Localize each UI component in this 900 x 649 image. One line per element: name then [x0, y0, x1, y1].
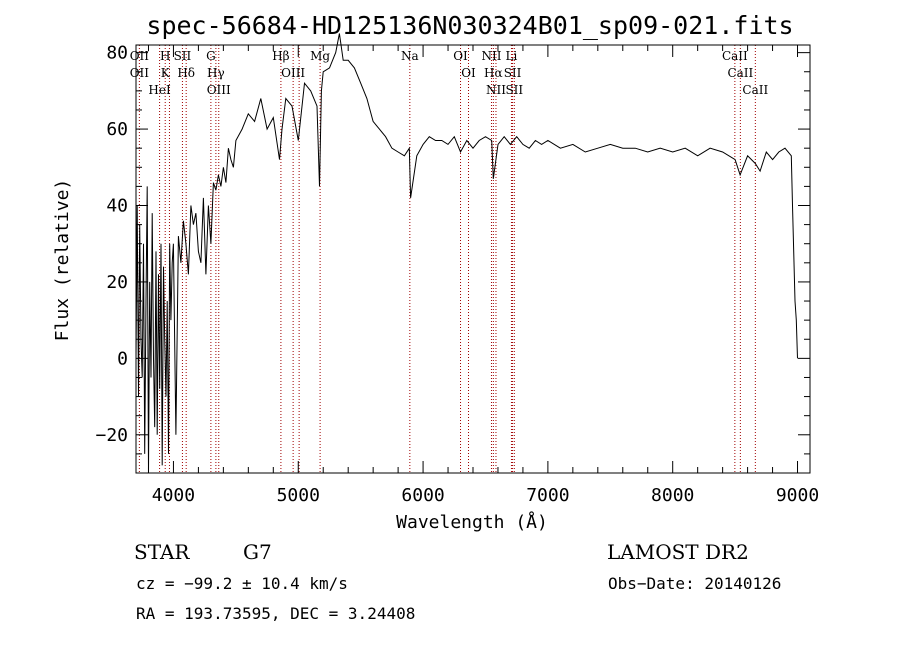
observation-date: Obs−Date: 20140126	[608, 574, 781, 593]
axis-tick-labels: 4000 5000 6000 7000 8000 9000 −20 0 20 40 60 80	[95, 43, 819, 506]
line-marker-label: OI	[453, 49, 468, 63]
plot-frame	[135, 44, 811, 474]
line-marker-label: CaII	[722, 49, 748, 63]
x-tick-label: 8000	[651, 485, 694, 506]
line-markers	[138, 45, 756, 473]
line-marker-label: SII	[174, 49, 192, 63]
coordinates: RA = 193.73595, DEC = 3.24408	[136, 604, 415, 623]
line-marker-label: Hβ	[272, 49, 289, 63]
line-marker-label: Hδ	[177, 66, 195, 80]
subclass: G7	[243, 540, 272, 564]
y-axis-label: Flux (relative)	[52, 179, 73, 342]
line-marker-label: NII	[486, 83, 506, 97]
x-tick-label: 9000	[776, 485, 819, 506]
line-marker-label: SII	[504, 66, 522, 80]
line-marker-label: H	[160, 49, 170, 63]
x-axis-label: Wavelength (Å)	[396, 511, 548, 533]
line-marker-label: OI	[461, 66, 476, 80]
x-tick-label: 5000	[277, 485, 320, 506]
line-marker-label: Hα	[484, 66, 503, 80]
axis-ticks	[136, 45, 810, 473]
line-marker-label: CaII	[727, 66, 753, 80]
survey-name: LAMOST DR2	[607, 540, 749, 564]
y-tick-label: −20	[95, 425, 128, 446]
line-marker-label: Li	[506, 49, 518, 63]
redshift-velocity: cz = −99.2 ± 10.4 km/s	[136, 574, 348, 593]
x-tick-label: 4000	[152, 485, 195, 506]
line-marker-label: Na	[401, 49, 419, 63]
line-marker-label: OII	[130, 49, 150, 63]
line-marker-label: OIII	[207, 83, 231, 97]
line-marker-label: CaII	[742, 83, 768, 97]
line-marker-label: K	[161, 66, 171, 80]
object-class: STAR	[134, 540, 190, 564]
x-tick-label: 6000	[401, 485, 444, 506]
line-marker-label: Mg	[310, 49, 330, 63]
x-tick-label: 7000	[526, 485, 569, 506]
line-marker-label: G	[206, 49, 216, 63]
line-marker-label: Hγ	[207, 66, 225, 80]
y-tick-label: 20	[106, 272, 128, 293]
line-marker-label: HeI	[148, 83, 171, 97]
line-marker-label: OIII	[281, 66, 305, 80]
line-marker-label: OII	[130, 66, 150, 80]
chart-title: spec-56684-HD125136N030324B01_sp09-021.f…	[146, 11, 793, 40]
plot-area	[135, 44, 811, 474]
line-marker-label: SII	[505, 83, 523, 97]
spectrum-line	[135, 33, 798, 474]
y-tick-label: 80	[106, 43, 128, 64]
y-tick-label: 60	[106, 119, 128, 140]
y-tick-label: 0	[117, 348, 128, 369]
line-marker-label: NII	[481, 49, 501, 63]
y-tick-label: 40	[106, 196, 128, 217]
